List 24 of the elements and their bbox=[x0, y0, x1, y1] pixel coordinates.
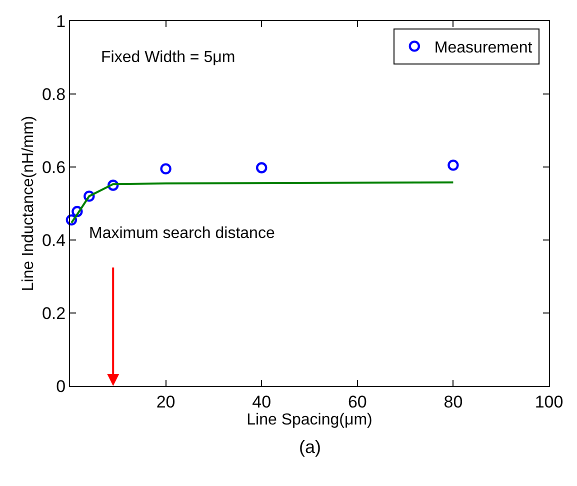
y-axis-title: Line Inductance(nH/mm) bbox=[20, 116, 37, 292]
point bbox=[72, 206, 83, 218]
point bbox=[84, 190, 95, 202]
x-tick-label: 20 bbox=[156, 392, 176, 412]
x-tick-label: 60 bbox=[348, 392, 367, 412]
annotation: Fixed Width = 5μm bbox=[101, 49, 236, 66]
x-tick-label: 100 bbox=[534, 392, 564, 412]
point bbox=[108, 180, 119, 191]
annotation: Maximum search distance bbox=[89, 225, 275, 242]
y-tick-label: 0.2 bbox=[42, 304, 66, 323]
y-tick-label: 0.8 bbox=[42, 84, 66, 104]
y-tick-label: 0.4 bbox=[42, 230, 66, 250]
point bbox=[160, 163, 172, 174]
x-axis-title: Line Spacing(μm) bbox=[246, 411, 372, 428]
x-tick-label: 80 bbox=[444, 392, 463, 412]
y-tick-label: 0 bbox=[56, 376, 66, 396]
point bbox=[66, 214, 78, 226]
text: (a) bbox=[299, 437, 321, 457]
point bbox=[448, 160, 459, 171]
y-tick-label: 1 bbox=[56, 12, 66, 31]
point bbox=[256, 162, 268, 174]
legend-label: Measurement bbox=[434, 39, 533, 56]
x-tick-label: 40 bbox=[252, 392, 272, 412]
y-tick-label: 0.6 bbox=[42, 158, 66, 177]
